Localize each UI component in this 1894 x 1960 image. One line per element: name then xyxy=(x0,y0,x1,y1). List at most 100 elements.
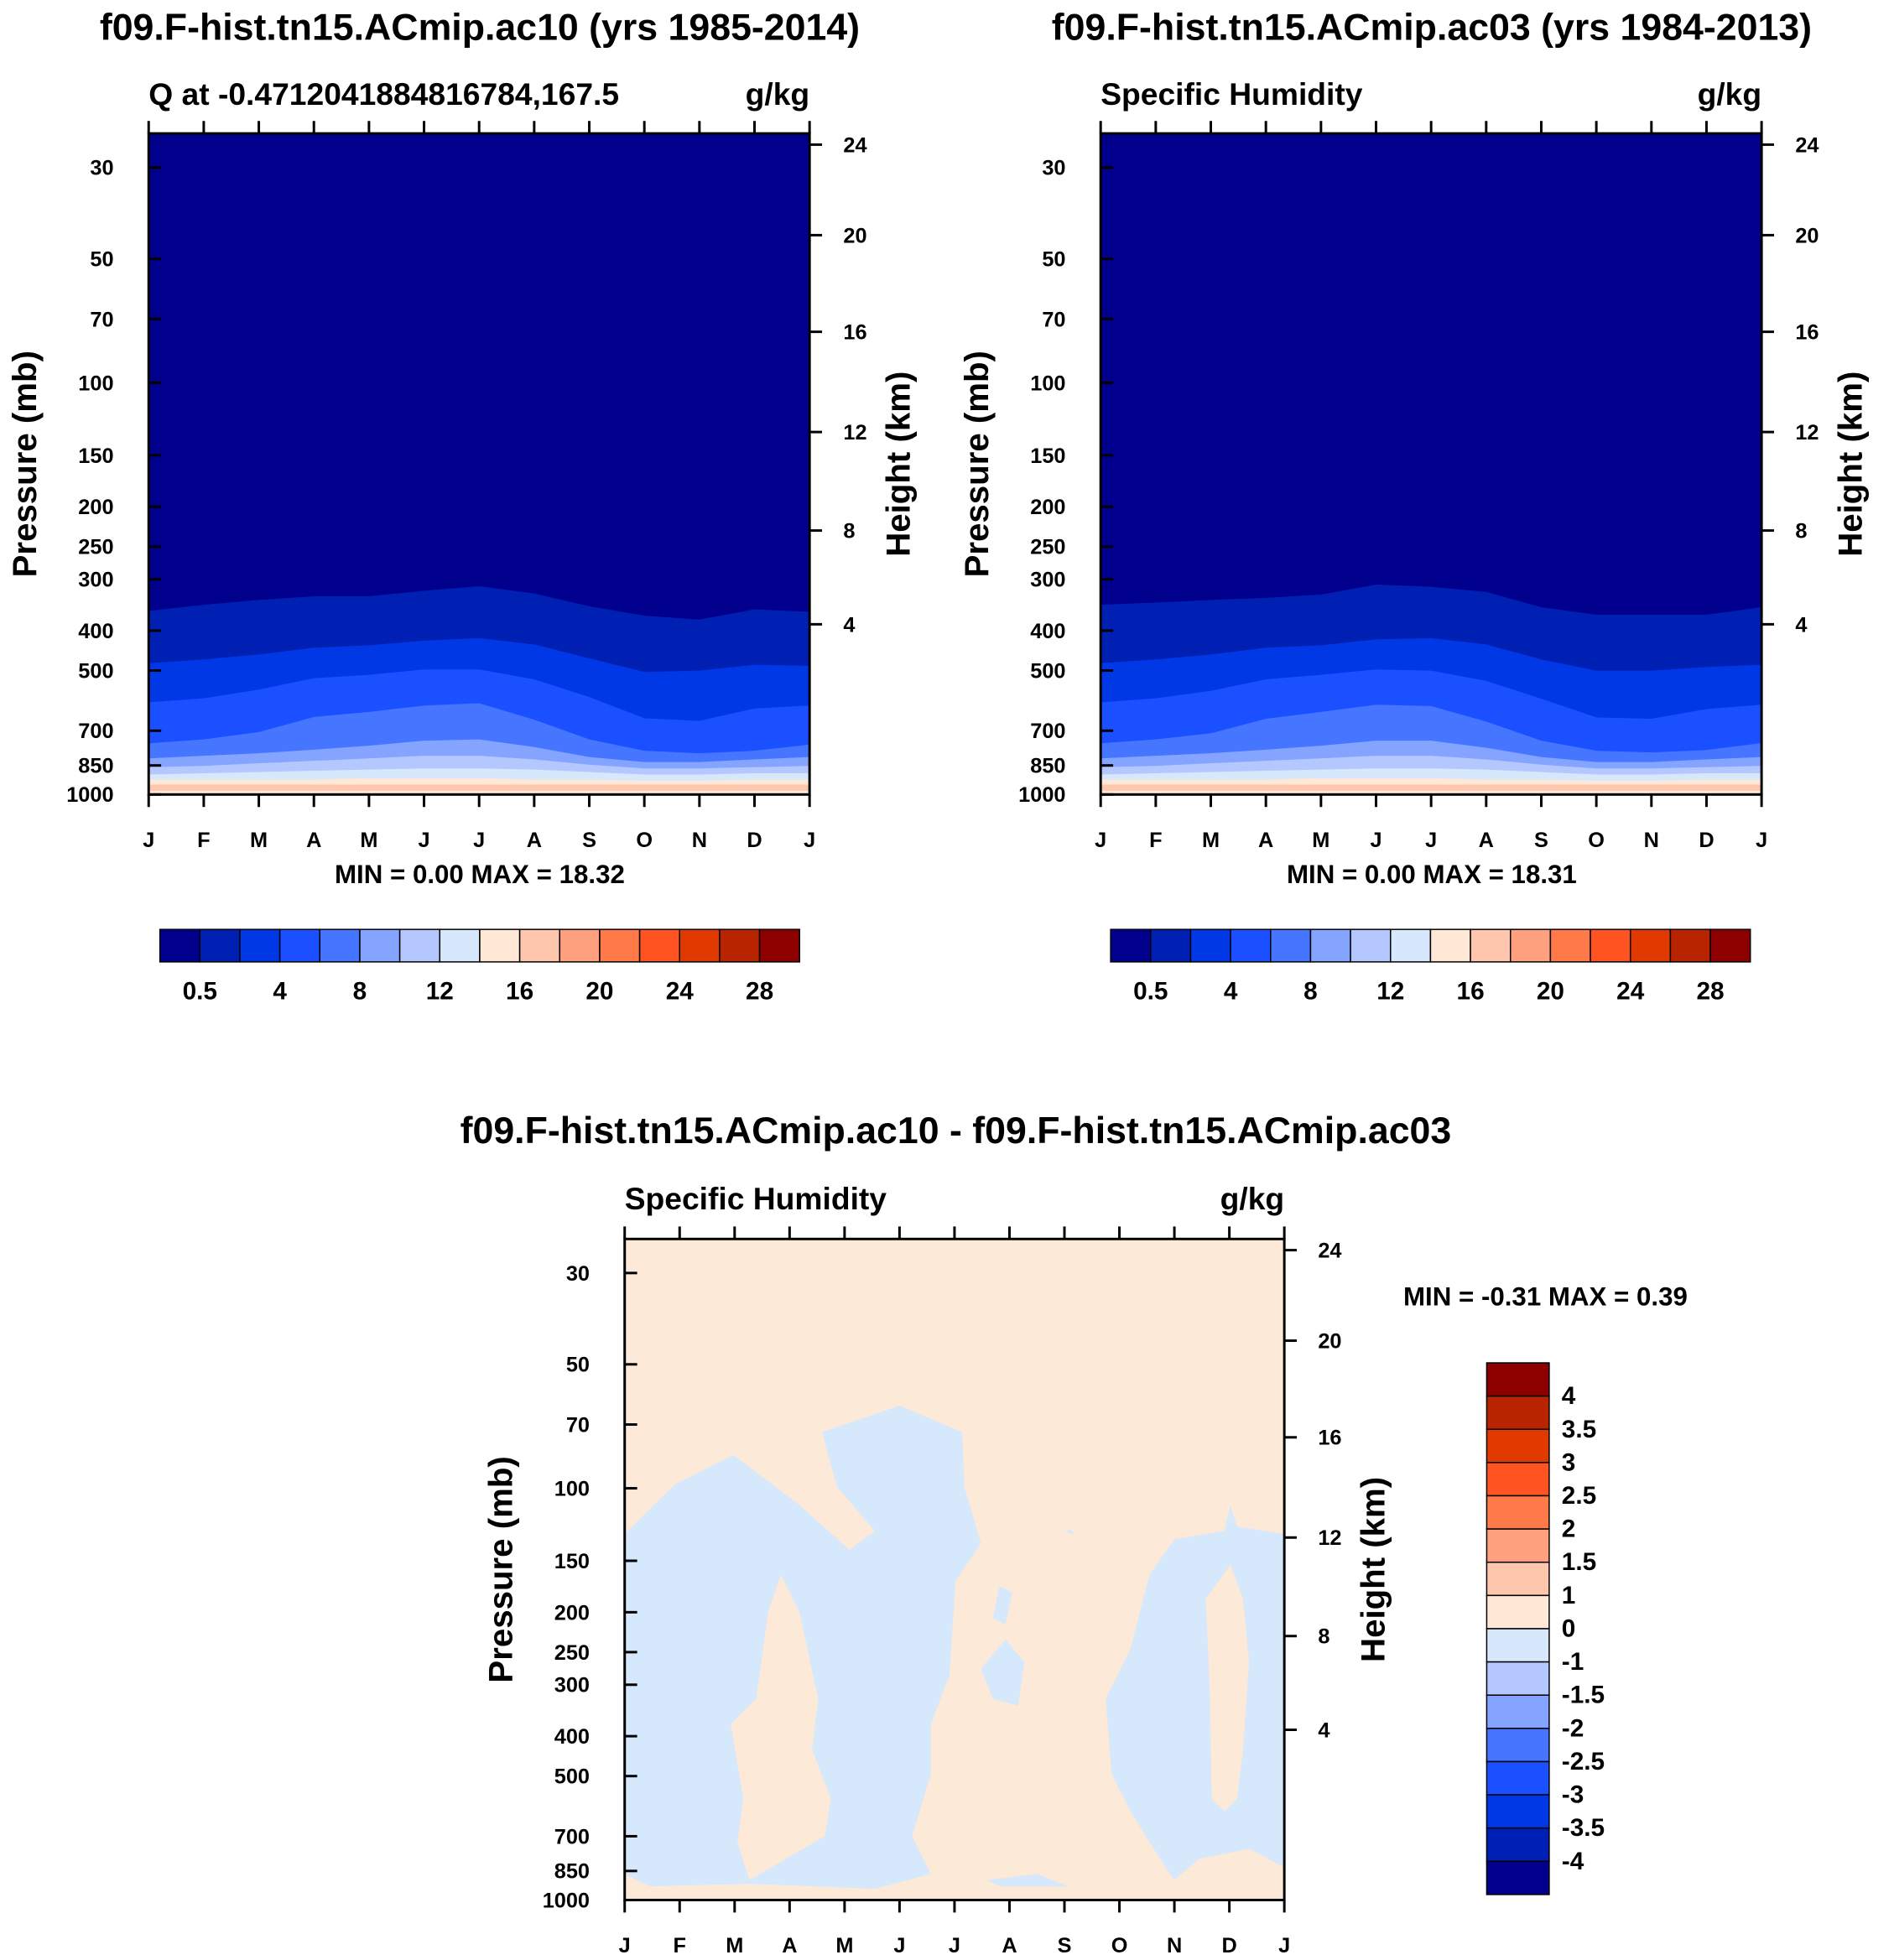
height-axis-label: Height (km) xyxy=(1831,372,1869,557)
month-tick-label: F xyxy=(1149,829,1162,852)
colorbar-box xyxy=(1486,1495,1550,1530)
panel2-left-subtitle: Specific Humidity xyxy=(1100,76,1363,112)
month-tick-label: D xyxy=(1221,1934,1236,1957)
month-tick-label: S xyxy=(1058,1934,1072,1957)
month-tick-label: M xyxy=(835,1934,853,1957)
month-tick-label: N xyxy=(692,829,707,852)
month-tick-label: A xyxy=(1002,1934,1017,1957)
colorbar-label: 8 xyxy=(1303,978,1318,1006)
height-tick-label: 24 xyxy=(843,133,866,157)
pressure-axis-label: Pressure (mb) xyxy=(958,351,996,577)
colorbar-box xyxy=(1486,1561,1550,1597)
contour-negative-region-2 xyxy=(992,1586,1012,1625)
colorbar-label: 4 xyxy=(1224,978,1238,1006)
month-tick-label: N xyxy=(1644,829,1659,852)
colorbar-box xyxy=(479,928,521,963)
colorbar-box xyxy=(439,928,481,963)
height-tick-label: 24 xyxy=(1795,133,1819,157)
colorbar-label: -4 xyxy=(1562,1848,1584,1875)
month-tick-label: A xyxy=(527,829,542,852)
pressure-axis-label: Pressure (mb) xyxy=(482,1456,520,1682)
month-tick-label: A xyxy=(782,1934,797,1957)
colorbar-label: -3 xyxy=(1562,1781,1584,1809)
month-tick-label: M xyxy=(250,829,268,852)
month-tick-label: O xyxy=(1111,1934,1128,1957)
pressure-tick-label: 850 xyxy=(78,755,113,778)
colorbar-box xyxy=(1429,928,1471,963)
pressure-axis-label: Pressure (mb) xyxy=(6,351,44,577)
month-tick-label: J xyxy=(949,1934,960,1957)
colorbar-box xyxy=(599,928,641,963)
colorbar-label: -1 xyxy=(1562,1648,1584,1676)
month-tick-label: J xyxy=(473,829,485,852)
pressure-tick-label: 100 xyxy=(554,1477,590,1500)
pressure-tick-label: 700 xyxy=(78,720,113,743)
height-tick-label: 20 xyxy=(843,224,866,247)
pressure-tick-label: 300 xyxy=(1030,569,1065,592)
colorbar-box xyxy=(1486,1694,1550,1729)
month-tick-label: J xyxy=(619,1934,631,1957)
colorbar-label: 28 xyxy=(1696,978,1724,1006)
pressure-tick-label: 1000 xyxy=(1018,783,1065,807)
colorbar-label: 2 xyxy=(1562,1515,1576,1543)
pressure-tick-label: 850 xyxy=(1030,755,1065,778)
colorbar-box xyxy=(199,928,241,963)
pressure-tick-label: 850 xyxy=(554,1860,590,1884)
height-tick-label: 8 xyxy=(1318,1625,1329,1649)
pressure-tick-label: 400 xyxy=(78,620,113,643)
pressure-tick-label: 700 xyxy=(1030,720,1065,743)
panel1-units: g/kg xyxy=(746,76,810,112)
colorbar-box xyxy=(1486,1827,1550,1863)
colorbar-box xyxy=(319,928,361,963)
colorbar-box xyxy=(1150,928,1192,963)
pressure-tick-label: 300 xyxy=(554,1674,590,1697)
pressure-tick-label: 250 xyxy=(78,536,113,559)
month-tick-label: N xyxy=(1167,1934,1182,1957)
panel1-stats: MIN = 0.00 MAX = 18.32 xyxy=(335,860,625,889)
colorbar-box xyxy=(518,928,561,963)
colorbar-box xyxy=(719,928,761,963)
colorbar-box xyxy=(398,928,441,963)
colorbar-box xyxy=(1669,928,1711,963)
pressure-tick-label: 200 xyxy=(1030,496,1065,519)
colorbar-box xyxy=(1486,1728,1550,1763)
pressure-tick-label: 1000 xyxy=(66,783,113,807)
panel3-units: g/kg xyxy=(1220,1181,1285,1216)
panel3-stats: MIN = -0.31 MAX = 0.39 xyxy=(1403,1282,1688,1312)
colorbar-label: -1.5 xyxy=(1562,1682,1605,1709)
colorbar-box xyxy=(1486,1794,1550,1829)
colorbar-box xyxy=(1189,928,1231,963)
colorbar-box xyxy=(1590,928,1631,963)
pressure-tick-label: 150 xyxy=(554,1550,590,1573)
colorbar-box xyxy=(1549,928,1591,963)
pressure-tick-label: 400 xyxy=(1030,620,1065,643)
colorbar-box xyxy=(1470,928,1512,963)
contour-positive-island-1 xyxy=(1205,1564,1250,1812)
colorbar-box xyxy=(159,928,201,963)
colorbar-label: 24 xyxy=(666,978,695,1006)
colorbar-label: 12 xyxy=(426,978,454,1006)
pressure-tick-label: 100 xyxy=(1030,372,1065,395)
height-axis-label: Height (km) xyxy=(1354,1477,1392,1662)
colorbar-box xyxy=(1486,1362,1550,1397)
month-tick-label: M xyxy=(1312,829,1329,852)
month-tick-label: J xyxy=(1278,1934,1290,1957)
month-tick-label: A xyxy=(306,829,321,852)
colorbar-label: 1 xyxy=(1562,1582,1576,1609)
colorbar-label: 4 xyxy=(1562,1382,1576,1410)
pressure-tick-label: 100 xyxy=(78,372,113,395)
colorbar-label: -2 xyxy=(1562,1714,1584,1742)
colorbar-box xyxy=(278,928,321,963)
month-tick-label: J xyxy=(143,829,154,852)
contour-negative-region-4 xyxy=(986,1874,1069,1887)
colorbar-box xyxy=(1486,1528,1550,1563)
colorbar-box xyxy=(559,928,601,963)
pressure-tick-label: 70 xyxy=(1042,308,1065,331)
month-tick-label: J xyxy=(1095,829,1106,852)
colorbar-label: 28 xyxy=(746,978,773,1006)
month-tick-label: A xyxy=(1258,829,1273,852)
colorbar-box xyxy=(1486,1628,1550,1663)
colorbar-label: 20 xyxy=(1537,978,1564,1006)
colorbar-box xyxy=(1486,1395,1550,1430)
